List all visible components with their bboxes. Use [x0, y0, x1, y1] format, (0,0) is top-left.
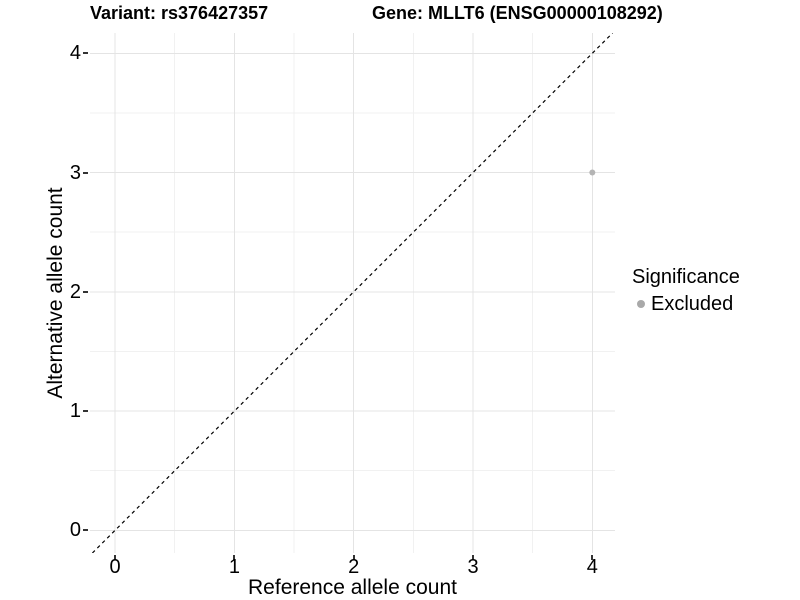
y-axis-tick-label: 4 [69, 42, 81, 65]
legend-item-excluded: Excluded [630, 291, 740, 317]
x-axis-title: Reference allele count [248, 576, 457, 599]
x-axis-tick-label: 2 [348, 556, 360, 578]
data-point-excluded [589, 169, 596, 176]
x-axis-tick-mark [591, 555, 594, 560]
y-axis-tick-label: 1 [69, 400, 81, 423]
x-axis-tick-mark [472, 555, 474, 560]
legend-item-label: Excluded [651, 293, 734, 315]
y-axis-tick-mark [83, 290, 88, 293]
legend: Significance Excluded [630, 264, 740, 317]
x-axis-tick-mark [114, 555, 117, 560]
plot-panel [90, 32, 615, 554]
x-axis-tick-label: 1 [228, 556, 240, 578]
y-axis-tick-label: 2 [69, 280, 81, 303]
x-axis-tick-label: 3 [467, 556, 479, 578]
legend-key-dot [637, 300, 645, 308]
y-axis-tick-mark [83, 410, 88, 413]
y-axis-title: Alternative allele count [44, 187, 67, 399]
x-axis-tick-label: 4 [586, 556, 598, 578]
plot-panel-canvas [90, 32, 615, 554]
identity-reference-line [91, 32, 614, 554]
x-axis-tick-mark [352, 555, 355, 560]
x-axis-tick-mark [233, 555, 236, 560]
y-axis-tick-label: 0 [69, 519, 81, 542]
y-axis-tick-mark [83, 52, 88, 55]
y-axis-tick-mark [83, 171, 88, 174]
plot-title-gene: Gene: MLLT6 (ENSG00000108292) [372, 3, 663, 23]
y-axis-tick-mark [83, 529, 88, 532]
plot-title-variant: Variant: rs376427357 [90, 3, 269, 23]
y-axis-tick-label: 3 [69, 161, 81, 184]
legend-title: Significance [632, 266, 740, 288]
y-axis-line [0, 0, 2, 522]
x-axis-tick-label: 0 [109, 556, 121, 578]
